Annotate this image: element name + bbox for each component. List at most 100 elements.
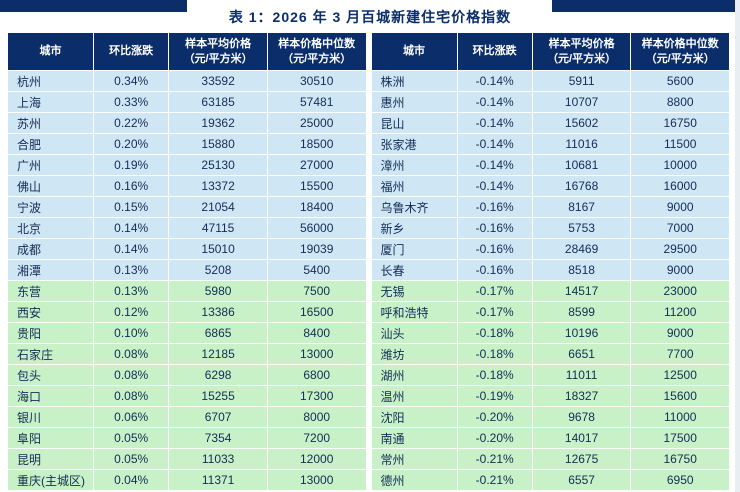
table-row: 东营 0.13% 5980 7500 xyxy=(6,280,367,302)
cell-city: 南通 xyxy=(370,427,458,449)
cell-median: 11200 xyxy=(630,301,730,323)
cell-city: 成都 xyxy=(6,238,95,260)
cell-change: -0.18% xyxy=(456,364,533,386)
table-row: 新乡 -0.16% 5753 7000 xyxy=(370,217,730,239)
cell-change: -0.16% xyxy=(456,217,533,239)
cell-avg: 13372 xyxy=(168,175,268,197)
cell-city: 包头 xyxy=(6,364,95,386)
cell-change: 0.15% xyxy=(93,196,170,218)
cell-avg: 5753 xyxy=(531,217,632,239)
table-row: 成都 0.14% 15010 19039 xyxy=(6,238,367,260)
cell-median: 57481 xyxy=(266,91,367,113)
cell-median: 15600 xyxy=(630,385,730,407)
cell-city: 苏州 xyxy=(6,112,95,134)
cell-avg: 10196 xyxy=(531,322,632,344)
cell-city: 株洲 xyxy=(370,70,458,92)
cell-city: 厦门 xyxy=(370,238,458,260)
cell-change: 0.08% xyxy=(93,364,170,386)
cell-city: 石家庄 xyxy=(6,343,95,365)
cell-avg: 6651 xyxy=(531,343,632,365)
scrollbar[interactable] xyxy=(735,0,740,492)
cell-city: 重庆(主城区) xyxy=(6,469,95,491)
table-row: 南通 -0.20% 14017 17500 xyxy=(370,427,730,449)
table-row: 银川 0.06% 6707 8000 xyxy=(6,406,367,428)
cell-city: 海口 xyxy=(6,385,95,407)
cell-change: -0.19% xyxy=(456,385,533,407)
cell-avg: 8599 xyxy=(531,301,632,323)
cell-median: 12000 xyxy=(266,448,367,470)
table-row: 长春 -0.16% 8518 9000 xyxy=(370,259,730,281)
cell-median: 9000 xyxy=(630,196,730,218)
cell-avg: 10681 xyxy=(531,154,632,176)
cell-city: 乌鲁木齐 xyxy=(370,196,458,218)
cell-city: 无锡 xyxy=(370,280,458,302)
cell-median: 5600 xyxy=(630,70,730,92)
cell-median: 17300 xyxy=(266,385,367,407)
table-row: 湘潭 0.13% 5208 5400 xyxy=(6,259,367,281)
cell-change: 0.04% xyxy=(93,469,170,491)
table-row: 乌鲁木齐 -0.16% 8167 9000 xyxy=(370,196,730,218)
cell-change: -0.18% xyxy=(456,343,533,365)
table-row: 苏州 0.22% 19362 25000 xyxy=(6,112,367,134)
cell-avg: 5911 xyxy=(531,70,632,92)
cell-change: 0.05% xyxy=(93,448,170,470)
cell-median: 8400 xyxy=(266,322,367,344)
cell-change: -0.16% xyxy=(456,196,533,218)
cell-avg: 7354 xyxy=(168,427,268,449)
cell-avg: 15880 xyxy=(168,133,268,155)
table-row: 株洲 -0.14% 5911 5600 xyxy=(370,70,730,92)
table-row: 上海 0.33% 63185 57481 xyxy=(6,91,367,113)
column-header-median: 样本价格中位数 （元/平方米） xyxy=(630,32,730,71)
cell-median: 23000 xyxy=(630,280,730,302)
cell-avg: 11011 xyxy=(531,364,632,386)
cell-avg: 19362 xyxy=(168,112,268,134)
cell-median: 27000 xyxy=(266,154,367,176)
cell-median: 16750 xyxy=(630,112,730,134)
cell-change: -0.14% xyxy=(456,112,533,134)
cell-change: -0.17% xyxy=(456,280,533,302)
cell-city: 北京 xyxy=(6,217,95,239)
cell-avg: 9678 xyxy=(531,406,632,428)
cell-city: 温州 xyxy=(370,385,458,407)
cell-median: 9000 xyxy=(630,322,730,344)
column-header-avg: 样本平均价格 （元/平方米） xyxy=(168,32,268,71)
cell-city: 广州 xyxy=(6,154,95,176)
cell-median: 11500 xyxy=(630,133,730,155)
cell-change: 0.10% xyxy=(93,322,170,344)
left-table-wrap: 城市 环比涨跌 样本平均价格 （元/平方米） 样本价格中位数 （元/平方米） 杭州 0.34… xyxy=(6,32,367,491)
cell-avg: 11033 xyxy=(168,448,268,470)
cell-change: 0.34% xyxy=(93,70,170,92)
cell-avg: 33592 xyxy=(168,70,268,92)
column-header-city: 城市 xyxy=(370,32,458,71)
table-row: 西安 0.12% 13386 16500 xyxy=(6,301,367,323)
header-row: 城市 环比涨跌 样本平均价格 （元/平方米） 样本价格中位数 （元/平方米） xyxy=(370,32,730,71)
cell-median: 17500 xyxy=(630,427,730,449)
cell-median: 15500 xyxy=(266,175,367,197)
cell-avg: 14017 xyxy=(531,427,632,449)
cell-city: 合肥 xyxy=(6,133,95,155)
table-row: 昆山 -0.14% 15602 16750 xyxy=(370,112,730,134)
cell-change: 0.19% xyxy=(93,154,170,176)
cell-median: 6950 xyxy=(630,469,730,491)
cell-city: 潍坊 xyxy=(370,343,458,365)
cell-change: -0.14% xyxy=(456,175,533,197)
cell-avg: 6707 xyxy=(168,406,268,428)
cell-median: 13000 xyxy=(266,469,367,491)
cell-avg: 8518 xyxy=(531,259,632,281)
cell-city: 常州 xyxy=(370,448,458,470)
cell-city: 新乡 xyxy=(370,217,458,239)
cell-city: 张家港 xyxy=(370,133,458,155)
cell-median: 10000 xyxy=(630,154,730,176)
cell-city: 长春 xyxy=(370,259,458,281)
cell-change: -0.21% xyxy=(456,448,533,470)
table-row: 汕头 -0.18% 10196 9000 xyxy=(370,322,730,344)
cell-median: 19039 xyxy=(266,238,367,260)
cell-avg: 12675 xyxy=(531,448,632,470)
table-row: 常州 -0.21% 12675 16750 xyxy=(370,448,730,470)
table-row: 宁波 0.15% 21054 18400 xyxy=(6,196,367,218)
cell-change: -0.16% xyxy=(456,238,533,260)
cell-city: 福州 xyxy=(370,175,458,197)
cell-city: 昆山 xyxy=(370,112,458,134)
cell-median: 6800 xyxy=(266,364,367,386)
cell-city: 德州 xyxy=(370,469,458,491)
